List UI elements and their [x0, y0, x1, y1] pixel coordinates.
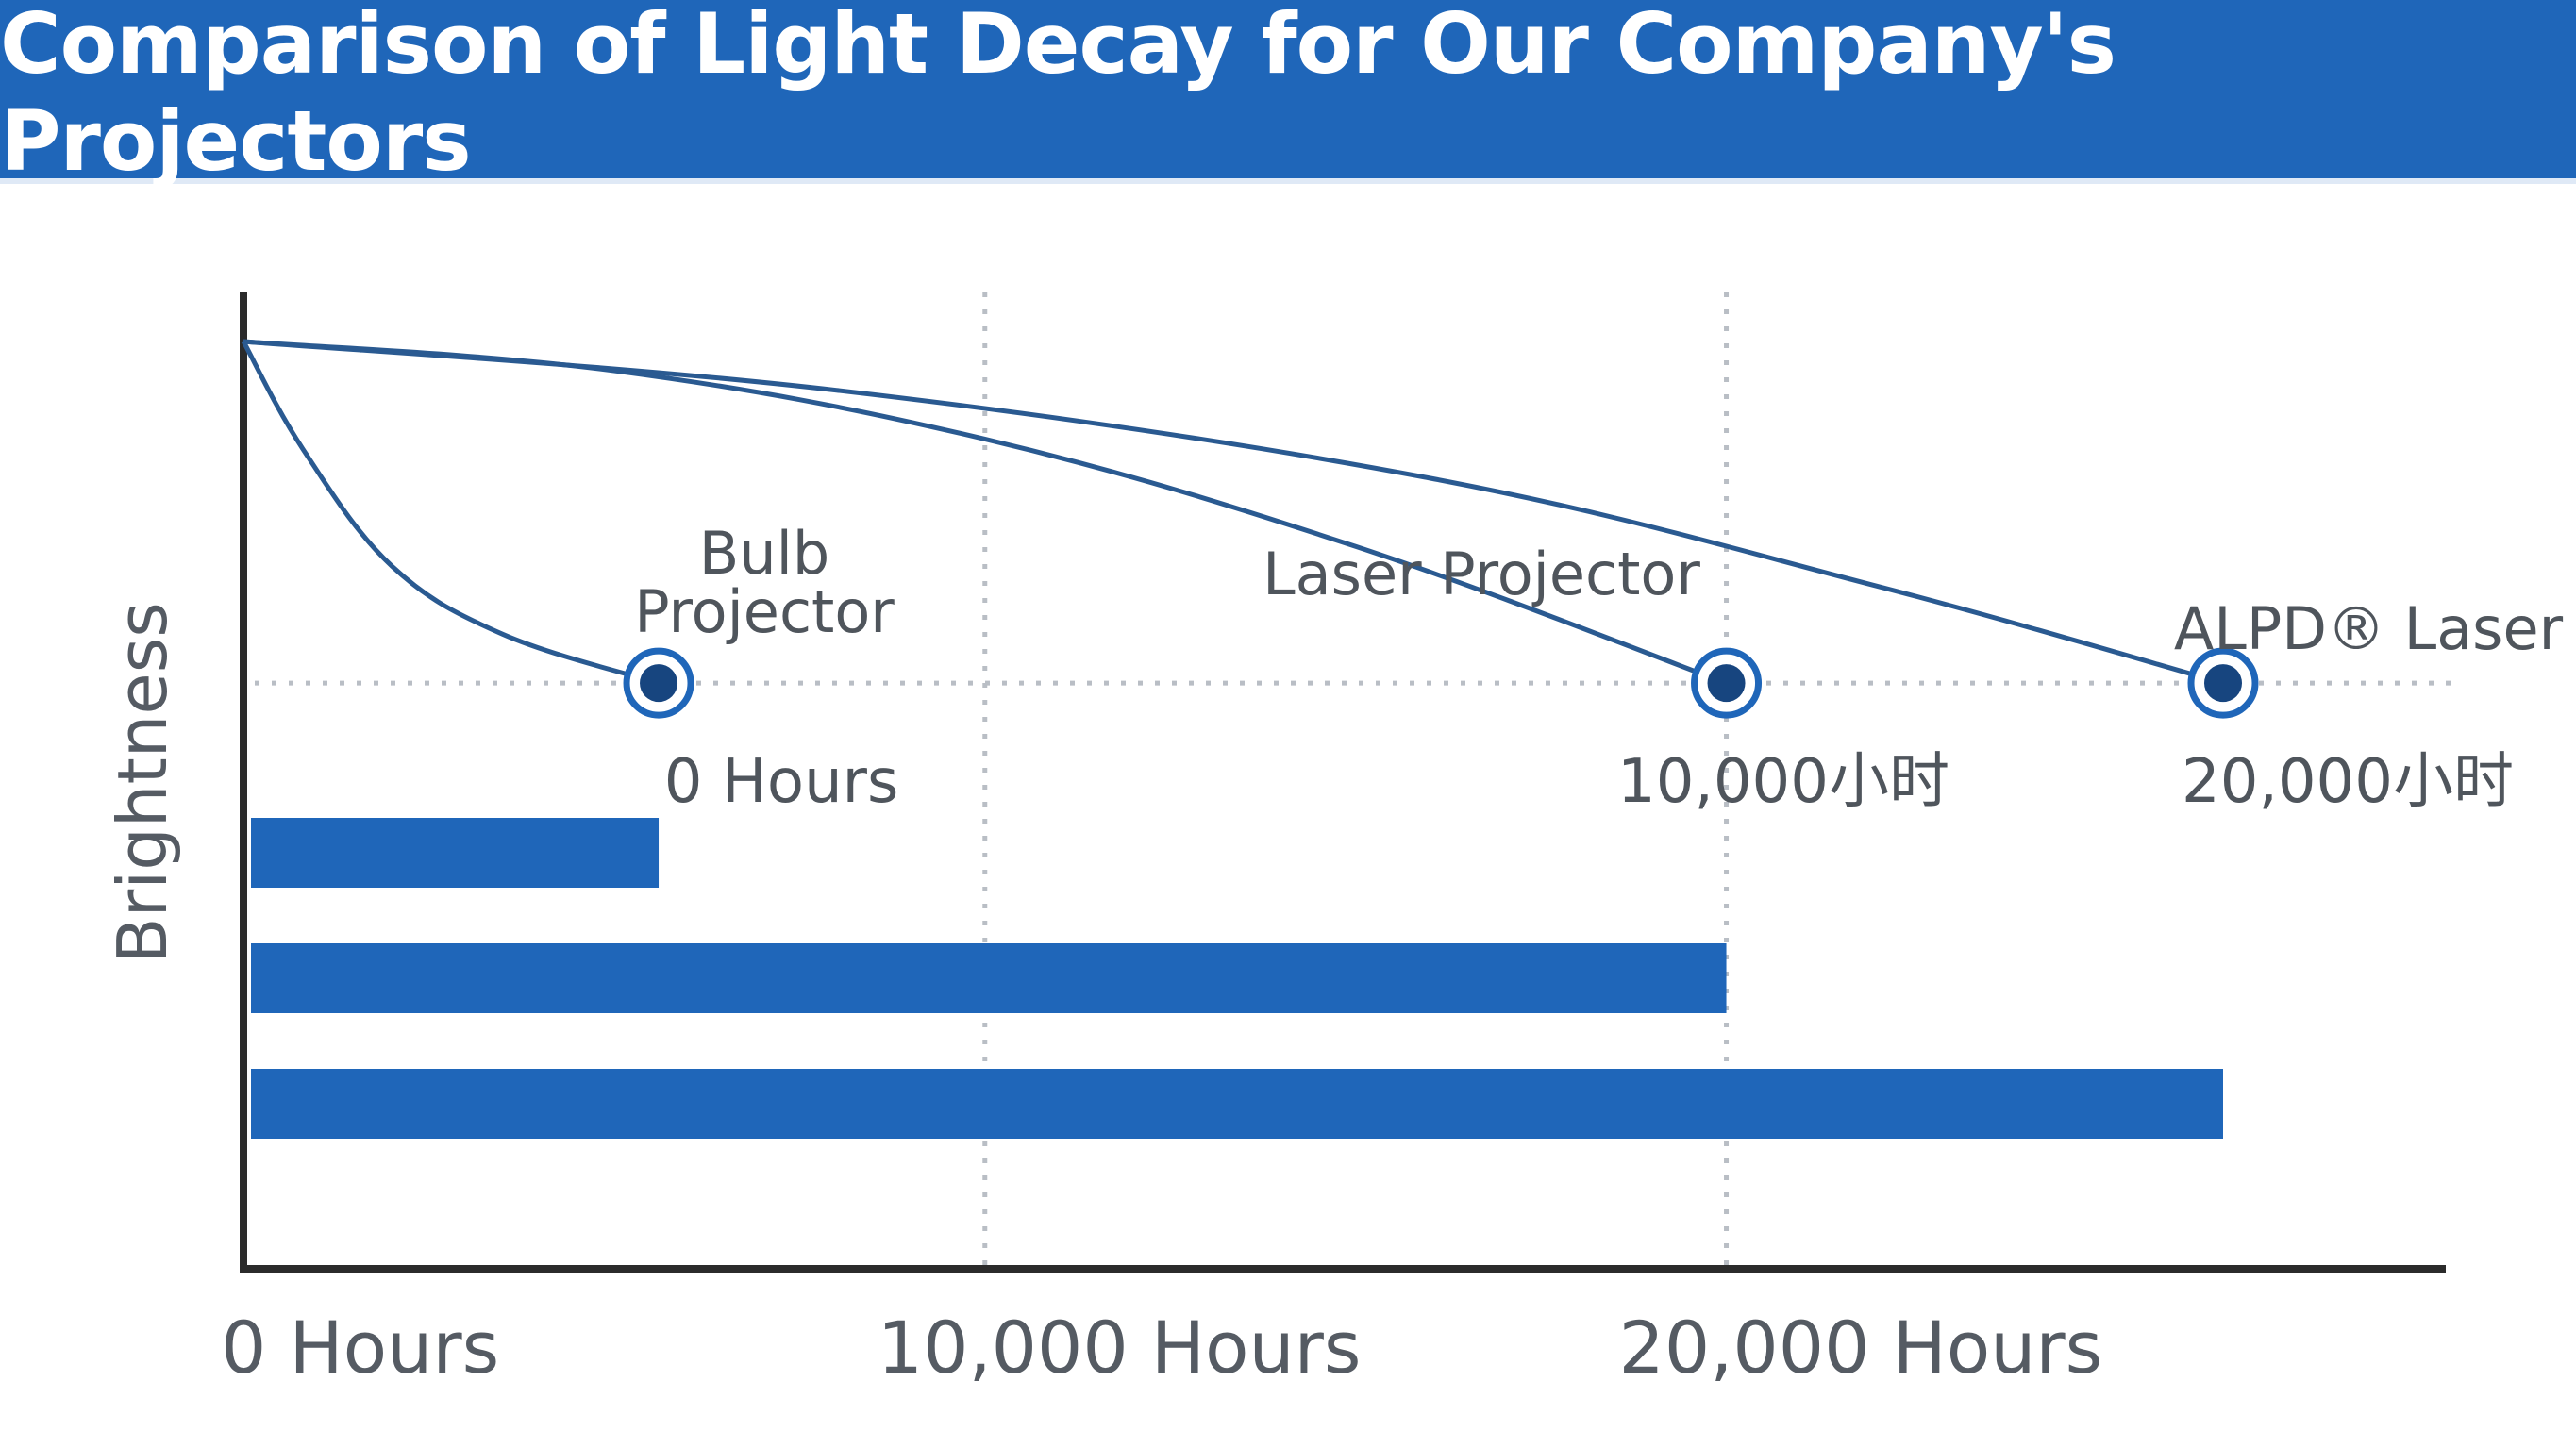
end-point-label: 20,000小时	[2182, 747, 2514, 817]
series-name-label: Projector	[634, 577, 895, 646]
chart-title: Comparison of Light Decay for Our Compan…	[0, 0, 2116, 190]
lifetime-bar	[251, 818, 660, 888]
decay-curve	[243, 339, 1728, 686]
x-tick-label: 0 Hours	[221, 1306, 499, 1390]
lifetime-bar	[251, 1069, 2223, 1139]
lifetime-bar	[251, 943, 1727, 1013]
axis-layer	[240, 292, 2446, 1273]
series-name-label: Bulb	[699, 519, 829, 588]
end-point-label: 10,000小时	[1617, 747, 1949, 817]
x-tick-label: 10,000 Hours	[878, 1306, 1362, 1390]
y-axis-label: Brightness	[103, 602, 182, 964]
decay-curve	[241, 340, 660, 686]
decay-curve	[243, 339, 2224, 686]
end-marker-dot	[1707, 664, 1746, 703]
x-tick-label: 20,000 Hours	[1619, 1306, 2103, 1390]
end-marker-dot	[2204, 664, 2242, 703]
bar-layer	[251, 818, 2223, 1139]
series-name-label: Laser Projector	[1263, 540, 1700, 608]
end-point-label: 0 Hours	[664, 747, 899, 817]
title-bar: Comparison of Light Decay for Our Compan…	[0, 0, 2576, 190]
line-layer	[241, 339, 2224, 686]
label-layer: 0 Hours 10,000 Hours 20,000 Hours Brightnes…	[103, 519, 2564, 1390]
series-name-label: ALPD® Laser	[2174, 594, 2564, 663]
end-marker-dot	[640, 664, 678, 703]
marker-layer	[623, 647, 2259, 719]
